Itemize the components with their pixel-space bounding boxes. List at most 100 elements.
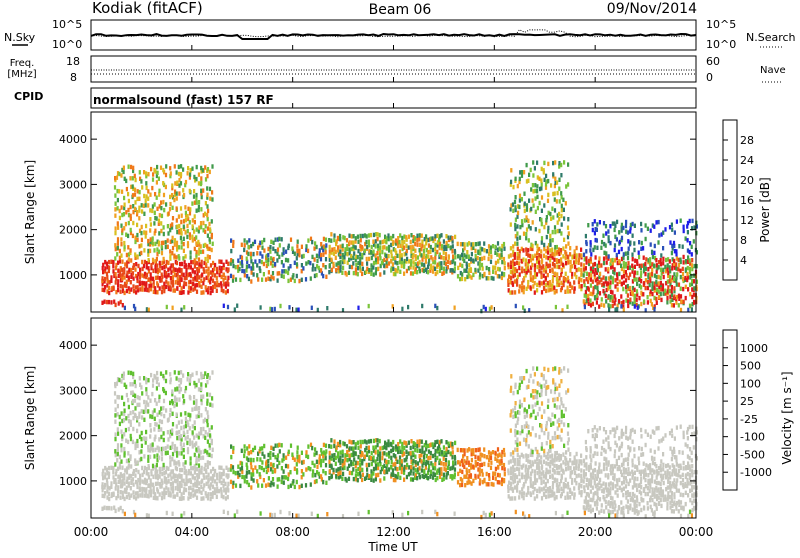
power-cell <box>423 269 425 273</box>
colorbar-tick: 20 <box>740 174 754 187</box>
power-cell <box>580 248 582 252</box>
power-cell <box>259 241 261 245</box>
nave-tick-low: 0 <box>706 71 713 84</box>
velocity-cell <box>244 479 246 483</box>
velocity-cell <box>134 398 136 402</box>
velocity-cell <box>543 460 545 464</box>
power-cell <box>525 258 527 262</box>
power-cell <box>194 270 196 274</box>
power-cell <box>418 237 420 241</box>
velocity-cell <box>567 432 569 436</box>
velocity-cell <box>158 456 160 460</box>
velocity-cell <box>603 488 605 492</box>
velocity-cell <box>519 404 521 408</box>
velocity-cell <box>190 456 192 460</box>
velocity-cell <box>594 478 596 482</box>
velocity-cell <box>410 477 412 481</box>
velocity-cell <box>172 422 174 426</box>
power-cell <box>196 261 198 265</box>
power-cell <box>540 249 542 253</box>
velocity-cell <box>289 470 291 474</box>
velocity-cell <box>599 478 601 482</box>
velocity-cell <box>531 469 533 473</box>
velocity-cell <box>523 376 525 380</box>
velocity-cell <box>377 462 379 466</box>
power-cell <box>620 294 622 298</box>
velocity-cell <box>388 451 390 455</box>
power-cell <box>459 263 461 267</box>
power-cell <box>447 265 449 269</box>
power-cell <box>319 248 321 252</box>
power-cell <box>470 267 472 271</box>
power-cell <box>120 290 122 294</box>
power-cell <box>454 255 456 259</box>
power-cell <box>175 255 177 259</box>
velocity-cell <box>536 489 538 493</box>
velocity-cell <box>370 439 372 443</box>
power-cell <box>448 236 450 240</box>
velocity-cell <box>554 436 556 440</box>
power-cell <box>128 286 130 290</box>
power-cell <box>269 249 271 253</box>
velocity-cell <box>204 371 206 375</box>
power-cell <box>594 231 596 235</box>
velocity-cell <box>130 411 132 415</box>
velocity-cell <box>157 481 159 485</box>
power-cell <box>538 269 540 273</box>
velocity-cell <box>552 367 554 371</box>
velocity-cell <box>543 367 545 371</box>
power-cell <box>279 304 281 308</box>
power-cell <box>683 255 685 259</box>
velocity-cell <box>110 506 112 510</box>
velocity-cell <box>399 466 401 470</box>
power-cell <box>202 168 204 172</box>
power-cell <box>556 272 558 276</box>
power-cell <box>167 224 169 228</box>
velocity-cell <box>268 476 270 480</box>
velocity-cell <box>436 440 438 444</box>
power-cell <box>152 177 154 181</box>
power-cell <box>687 287 689 291</box>
velocity-cell <box>560 437 562 441</box>
power-cell <box>121 205 123 209</box>
velocity-cell <box>532 366 534 370</box>
power-cell <box>147 266 149 270</box>
power-cell <box>247 252 249 256</box>
velocity-cell <box>353 477 355 481</box>
power-cell <box>436 234 438 238</box>
power-cell <box>687 230 689 234</box>
colorbar-tick: 28 <box>740 134 754 147</box>
power-cell <box>141 203 143 207</box>
power-cell <box>256 273 258 277</box>
power-cell <box>625 270 627 274</box>
power-cell <box>244 243 246 247</box>
velocity-cell <box>464 452 466 456</box>
power-cell <box>629 272 631 276</box>
velocity-cell <box>176 376 178 380</box>
velocity-cell <box>178 435 180 439</box>
velocity-cell <box>179 468 181 472</box>
power-cell <box>114 231 116 235</box>
velocity-cell <box>596 487 598 491</box>
velocity-cell <box>536 401 538 405</box>
power-cell <box>575 257 577 261</box>
power-cell <box>172 306 174 310</box>
velocity-cell <box>386 452 388 456</box>
velocity-cell <box>130 493 132 497</box>
power-cell <box>193 189 195 193</box>
power-cell <box>259 266 261 270</box>
power-cell <box>517 184 519 188</box>
velocity-cell <box>154 448 156 452</box>
power-cell <box>123 196 125 200</box>
power-cell <box>539 201 541 205</box>
power-cell <box>576 268 578 272</box>
velocity-cell <box>148 464 150 468</box>
power-cell <box>483 305 485 309</box>
power-cell <box>207 209 209 213</box>
power-cell <box>270 240 272 244</box>
power-cell <box>108 291 110 295</box>
power-cell <box>194 275 196 279</box>
colorbar-tick: 16 <box>740 194 754 207</box>
velocity-cell <box>263 468 265 472</box>
velocity-cell <box>139 376 141 380</box>
